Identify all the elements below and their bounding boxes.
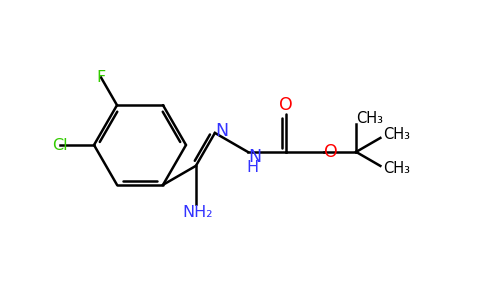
- Text: N: N: [215, 122, 228, 140]
- Text: CH₃: CH₃: [383, 161, 410, 176]
- Text: CH₃: CH₃: [383, 128, 410, 142]
- Text: CH₃: CH₃: [357, 111, 384, 126]
- Text: N: N: [248, 148, 261, 166]
- Text: O: O: [279, 96, 293, 114]
- Text: F: F: [96, 70, 106, 85]
- Text: H: H: [247, 160, 259, 175]
- Text: NH₂: NH₂: [182, 205, 213, 220]
- Text: Cl: Cl: [52, 137, 68, 152]
- Text: O: O: [324, 143, 338, 161]
